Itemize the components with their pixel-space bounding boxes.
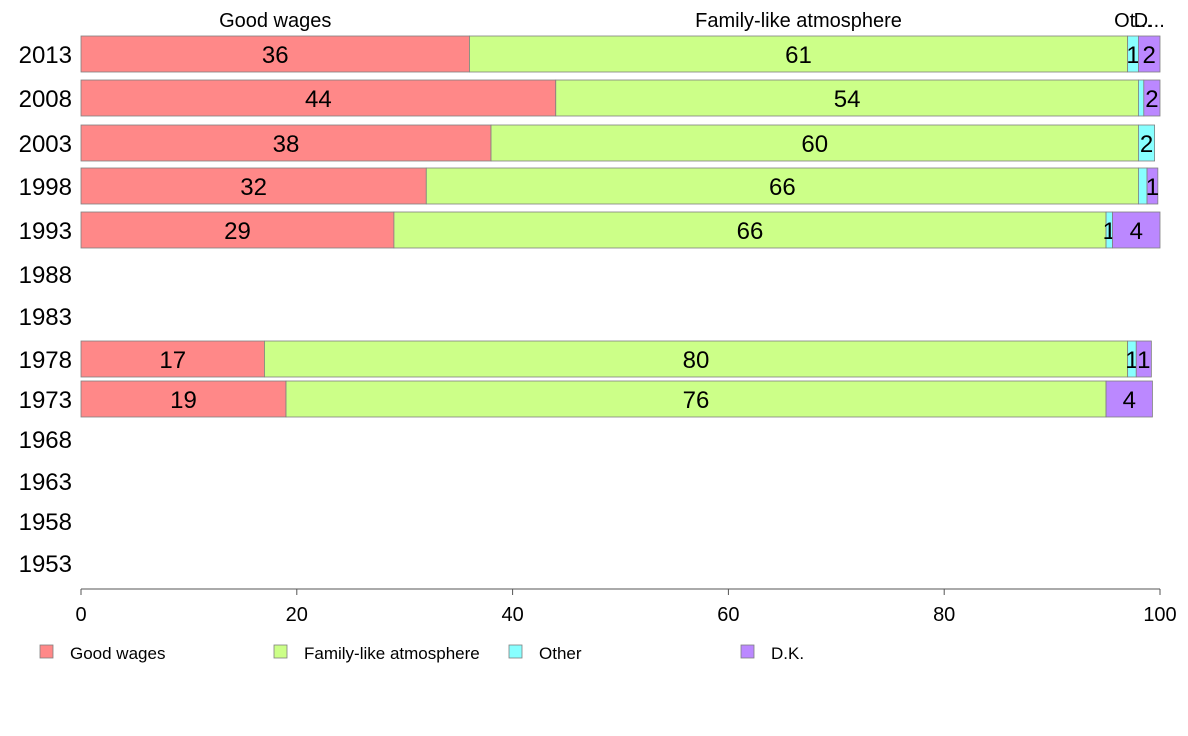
bar-2003-family-like-atmosphere [490, 124, 1139, 162]
category-label-1978: 1978 [19, 347, 72, 374]
data-label-2013-1: 61 [785, 42, 812, 69]
top-label-0: Good wages [219, 10, 331, 32]
legend-label-other: Other [539, 644, 582, 663]
x-tick-label-0: 0 [75, 604, 86, 626]
legend-swatch-family-like-atmosphere [273, 644, 288, 659]
bar-2013-d-k- [1138, 35, 1161, 73]
data-label-1993-0: 29 [224, 218, 251, 245]
data-label-2003-2: 2 [1140, 131, 1153, 158]
category-label-1983: 1983 [19, 304, 72, 331]
data-label-2013-3: 2 [1143, 42, 1156, 69]
bar-2003-other [1138, 124, 1156, 162]
x-tick-label-100: 100 [1143, 604, 1176, 626]
data-label-1998-1: 66 [769, 174, 796, 201]
category-label-1968: 1968 [19, 427, 72, 454]
bar-2008-d-k- [1143, 79, 1161, 117]
bar-1993-d-k- [1112, 211, 1161, 249]
data-label-1973-1: 76 [683, 387, 710, 414]
bar-2008-other [1138, 79, 1145, 117]
data-label-1998-0: 32 [240, 174, 267, 201]
legend-label-d-k-: D.K. [771, 644, 804, 663]
data-label-2003-0: 38 [273, 131, 300, 158]
bar-2008-family-like-atmosphere [555, 79, 1139, 117]
legend-swatch-d-k- [740, 644, 755, 659]
top-label-3: D... [1134, 10, 1165, 32]
data-label-2003-1: 60 [801, 131, 828, 158]
bar-1998-good-wages [80, 167, 427, 205]
data-label-1978-1: 80 [683, 347, 710, 374]
bar-2003-good-wages [80, 124, 492, 162]
bar-1973-family-like-atmosphere [285, 380, 1107, 418]
x-tick-label-80: 80 [933, 604, 955, 626]
bar-1998-d-k- [1146, 167, 1159, 205]
category-label-1993: 1993 [19, 218, 72, 245]
category-label-1973: 1973 [19, 387, 72, 414]
category-label-2013: 2013 [19, 42, 72, 69]
bar-1978-d-k- [1135, 340, 1152, 378]
bar-2013-family-like-atmosphere [469, 35, 1129, 73]
category-label-1988: 1988 [19, 262, 72, 289]
category-label-1963: 1963 [19, 469, 72, 496]
category-label-1958: 1958 [19, 509, 72, 536]
bar-1998-family-like-atmosphere [425, 167, 1139, 205]
data-label-2008-3: 2 [1145, 86, 1158, 113]
x-tick-label-40: 40 [501, 604, 523, 626]
bar-1973-d-k- [1105, 380, 1153, 418]
category-label-1998: 1998 [19, 174, 72, 201]
data-label-2013-0: 36 [262, 42, 289, 69]
category-label-1953: 1953 [19, 551, 72, 578]
bar-2008-good-wages [80, 79, 557, 117]
legend-swatch-good-wages [39, 644, 54, 659]
legend-label-family-like-atmosphere: Family-like atmosphere [304, 644, 480, 663]
legend-swatch-other [508, 644, 523, 659]
bar-2013-good-wages [80, 35, 470, 73]
data-label-1978-3: 1 [1137, 347, 1150, 374]
data-label-1978-0: 17 [159, 347, 186, 374]
bar-1978-family-like-atmosphere [264, 340, 1129, 378]
data-label-1973-0: 19 [170, 387, 197, 414]
data-label-1973-3: 4 [1123, 387, 1136, 414]
data-label-1993-1: 66 [737, 218, 764, 245]
bar-1993-good-wages [80, 211, 395, 249]
data-label-1978-2: 1 [1125, 347, 1138, 374]
bar-1978-good-wages [80, 340, 265, 378]
x-tick-label-20: 20 [286, 604, 308, 626]
data-label-2008-1: 54 [834, 86, 861, 113]
category-label-2003: 2003 [19, 131, 72, 158]
data-label-1998-3: 1 [1146, 174, 1159, 201]
x-tick-label-60: 60 [717, 604, 739, 626]
top-label-2: Ot... [1114, 10, 1152, 32]
data-label-1993-3: 4 [1130, 218, 1143, 245]
bar-1993-family-like-atmosphere [393, 211, 1107, 249]
category-label-2008: 2008 [19, 86, 72, 113]
data-label-2013-2: 1 [1126, 42, 1139, 69]
legend-label-good-wages: Good wages [70, 644, 165, 663]
top-label-1: Family-like atmosphere [695, 10, 902, 32]
data-label-2008-0: 44 [305, 86, 332, 113]
